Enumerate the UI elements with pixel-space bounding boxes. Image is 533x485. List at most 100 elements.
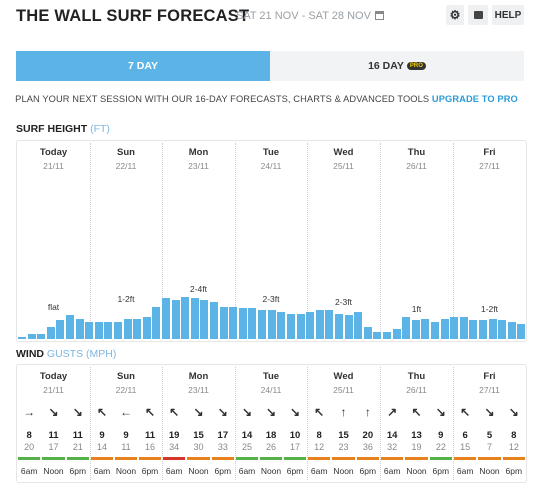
wind-day-column[interactable]: Thu 26/11	[380, 371, 453, 395]
surf-bar[interactable]	[46, 327, 55, 339]
surf-bar[interactable]	[56, 320, 65, 339]
wind-entry[interactable]: ↘ 17 33	[211, 403, 235, 452]
surf-bar[interactable]	[238, 308, 247, 339]
surf-bar[interactable]	[373, 332, 382, 339]
wind-entry[interactable]: → 8 20	[17, 403, 41, 452]
surf-day-column[interactable]: Tue 24/11	[235, 147, 307, 171]
surf-day-name: Today	[39, 147, 68, 158]
surf-bar[interactable]	[498, 320, 507, 339]
surf-bar[interactable]	[325, 310, 334, 339]
wind-entry[interactable]: ↖ 13 19	[405, 403, 429, 452]
tab-7-day[interactable]: 7 DAY	[16, 51, 270, 81]
surf-bar[interactable]	[507, 322, 516, 339]
surf-bar[interactable]	[344, 315, 353, 339]
calendar-icon[interactable]	[374, 11, 384, 20]
wind-entry[interactable]: ↘ 9 22	[429, 403, 453, 452]
surf-bar[interactable]	[37, 333, 46, 339]
surf-bar[interactable]	[27, 333, 36, 339]
wind-entry[interactable]: ↑ 20 36	[356, 403, 380, 452]
surf-bar[interactable]	[190, 298, 199, 339]
print-button[interactable]	[468, 5, 488, 25]
wind-entry[interactable]: ↑ 15 23	[332, 403, 356, 452]
wind-entry[interactable]: ↘ 14 25	[235, 403, 259, 452]
wind-day-name: Sun	[117, 371, 135, 382]
surf-bar[interactable]	[363, 327, 372, 339]
surf-bar[interactable]	[315, 310, 324, 339]
surf-bar[interactable]	[402, 316, 411, 339]
wind-entry[interactable]: ↖ 9 14	[90, 403, 114, 452]
wind-entry[interactable]: ← 9 11	[114, 403, 138, 452]
wind-entry[interactable]: ↖ 19 34	[162, 403, 186, 452]
surf-bar[interactable]	[469, 320, 478, 339]
wind-day-column[interactable]: Wed 25/11	[307, 371, 380, 395]
surf-day-column[interactable]: Thu 26/11	[380, 147, 453, 171]
wind-entry[interactable]: ↘ 10 17	[283, 403, 307, 452]
surf-bar[interactable]	[200, 299, 209, 339]
surf-bar[interactable]	[382, 332, 391, 339]
surf-day-column[interactable]: Sun 22/11	[90, 147, 162, 171]
wind-day-column[interactable]: Fri 27/11	[453, 371, 526, 395]
wind-day-column[interactable]: Today 21/11	[17, 371, 90, 395]
surf-bar[interactable]	[267, 310, 276, 339]
wind-entry[interactable]: ↘ 5 7	[478, 403, 502, 452]
forecast-tabs: 7 DAY 16 DAY PRO	[16, 51, 524, 81]
wind-entry[interactable]: ↘ 11 17	[42, 403, 66, 452]
surf-bar[interactable]	[123, 318, 132, 339]
surf-bar[interactable]	[286, 313, 295, 339]
surf-bar[interactable]	[411, 320, 420, 339]
surf-bar[interactable]	[181, 296, 190, 339]
tab-16-day[interactable]: 16 DAY PRO	[270, 51, 524, 81]
surf-bar[interactable]	[75, 318, 84, 339]
wind-heading: WIND GUSTS (MPH)	[16, 348, 116, 360]
surf-bar[interactable]	[162, 298, 171, 339]
surf-bar[interactable]	[392, 328, 401, 339]
surf-bar[interactable]	[421, 318, 430, 339]
wind-day-column[interactable]: Tue 24/11	[235, 371, 307, 395]
surf-bar[interactable]	[258, 310, 267, 339]
surf-bar[interactable]	[18, 337, 26, 339]
surf-bar[interactable]	[296, 313, 305, 339]
wind-entry[interactable]: ↖ 11 16	[138, 403, 162, 452]
surf-bar[interactable]	[440, 318, 449, 339]
wind-entry[interactable]: ↘ 18 26	[259, 403, 283, 452]
surf-bar[interactable]	[248, 308, 257, 339]
surf-bar[interactable]	[66, 315, 75, 339]
surf-bar[interactable]	[210, 301, 219, 339]
surf-day-column[interactable]: Wed 25/11	[307, 147, 380, 171]
surf-bar[interactable]	[219, 306, 228, 339]
surf-day-column[interactable]: Fri 27/11	[453, 147, 526, 171]
surf-bar[interactable]	[306, 311, 315, 339]
surf-day-column[interactable]: Mon 23/11	[162, 147, 235, 171]
surf-bar[interactable]	[430, 322, 439, 339]
surf-bar[interactable]	[85, 322, 94, 339]
surf-bar[interactable]	[114, 322, 123, 339]
wind-entry[interactable]: ↖ 8 12	[307, 403, 331, 452]
wind-entry[interactable]: ↗ 14 32	[380, 403, 404, 452]
surf-bar[interactable]	[152, 306, 161, 339]
surf-bar[interactable]	[104, 322, 113, 339]
surf-bar[interactable]	[277, 311, 286, 339]
help-button[interactable]: HELP	[492, 5, 524, 25]
surf-bar[interactable]	[450, 316, 459, 339]
upgrade-link[interactable]: UPGRADE TO PRO	[431, 94, 518, 104]
surf-bar[interactable]	[229, 306, 238, 339]
surf-bar[interactable]	[142, 316, 151, 339]
wind-entry[interactable]: ↘ 15 30	[187, 403, 211, 452]
wind-entry[interactable]: ↖ 6 15	[453, 403, 477, 452]
surf-bar[interactable]	[478, 320, 487, 339]
surf-bar[interactable]	[488, 318, 497, 339]
surf-bar[interactable]	[517, 323, 526, 339]
settings-button[interactable]: ⚙	[446, 5, 464, 25]
surf-bar[interactable]	[354, 311, 363, 339]
surf-bar[interactable]	[94, 322, 103, 339]
surf-day-column[interactable]: Today 21/11	[17, 147, 90, 171]
wind-day-column[interactable]: Sun 22/11	[90, 371, 162, 395]
wind-entry[interactable]: ↘ 11 21	[66, 403, 90, 452]
surf-bar[interactable]	[334, 313, 343, 339]
surf-bar[interactable]	[459, 316, 468, 339]
surf-bar[interactable]	[133, 318, 142, 339]
wind-day-column[interactable]: Mon 23/11	[162, 371, 235, 395]
date-range[interactable]: SAT 21 NOV - SAT 28 NOV	[236, 10, 384, 22]
surf-bar[interactable]	[171, 299, 180, 339]
wind-entry[interactable]: ↘ 8 12	[502, 403, 526, 452]
